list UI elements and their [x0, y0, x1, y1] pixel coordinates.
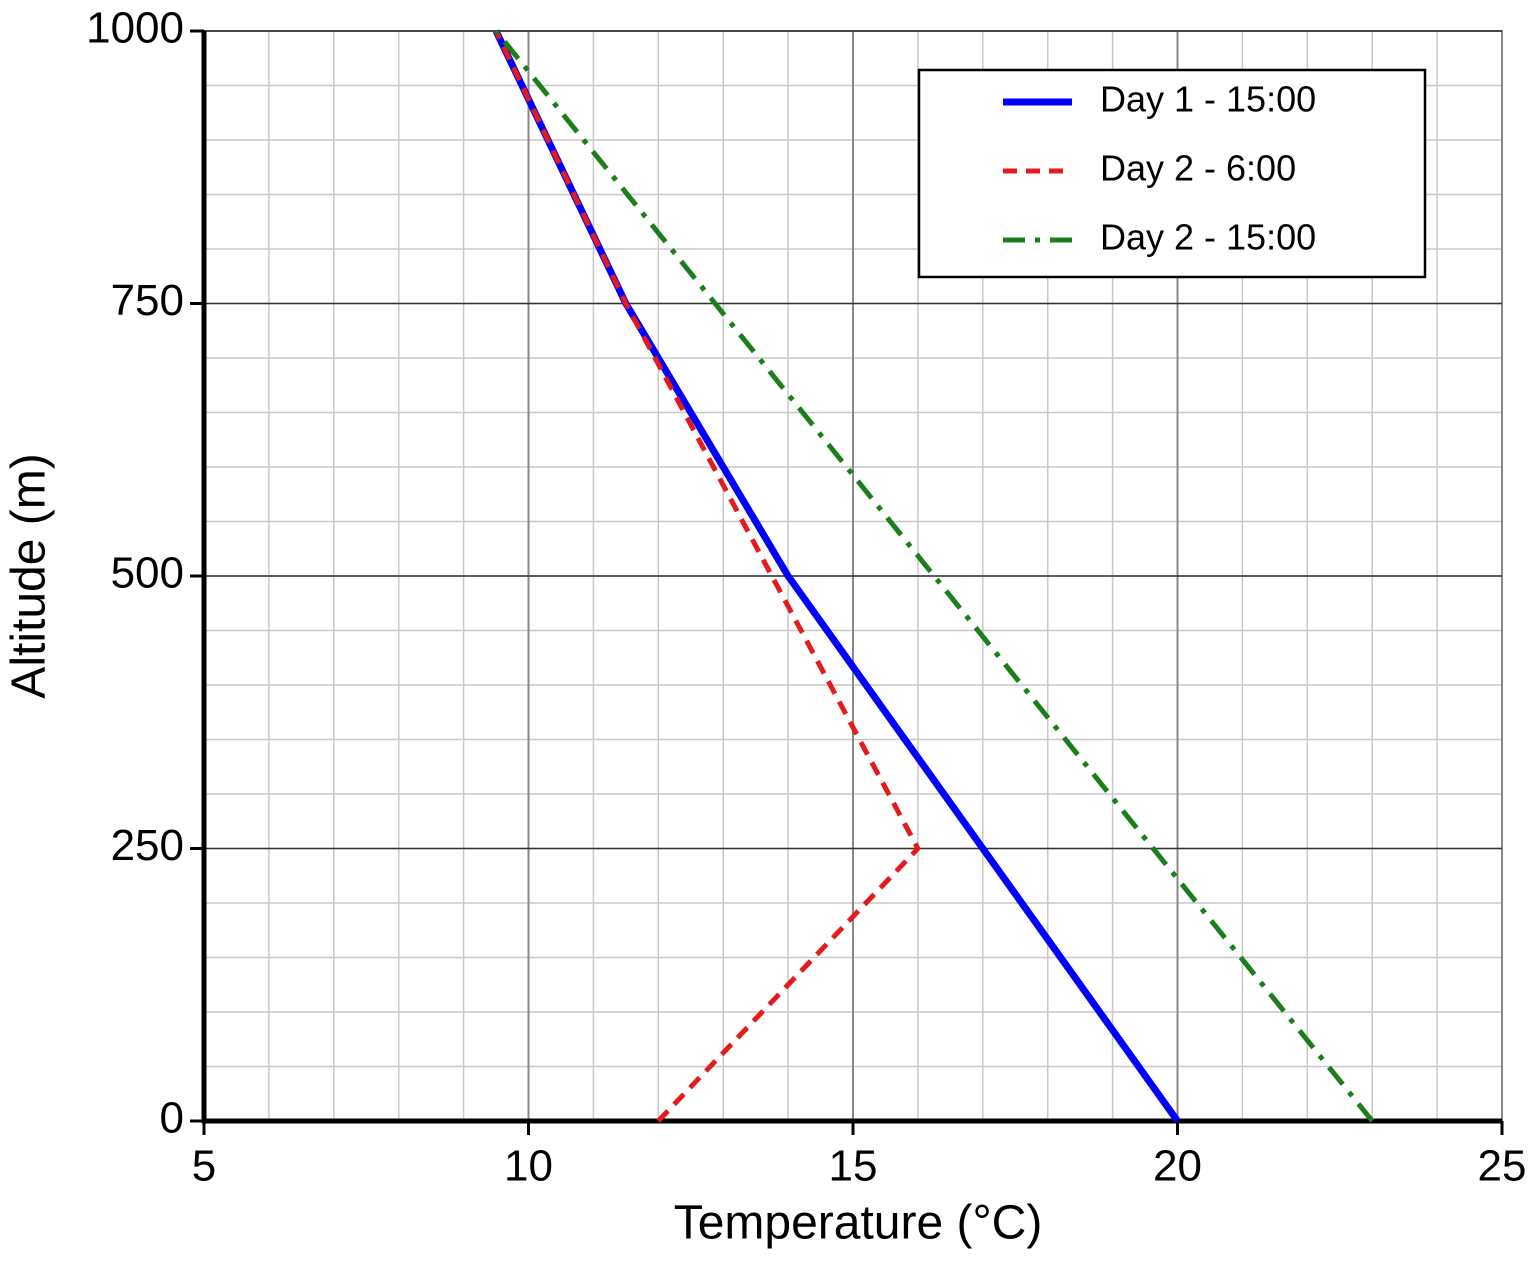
y-tick-label: 250: [111, 821, 184, 870]
y-tick-label: 1000: [86, 4, 184, 53]
x-tick-label: 15: [829, 1142, 878, 1191]
x-tick-label: 20: [1153, 1142, 1202, 1191]
x-tick-label: 25: [1478, 1142, 1527, 1191]
y-axis-label: Altitude (m): [3, 453, 56, 698]
y-tick-label: 750: [111, 276, 184, 325]
series-line: [493, 29, 921, 1123]
y-tick-label: 0: [160, 1094, 184, 1143]
legend-label: Day 2 - 15:00: [1100, 217, 1316, 258]
legend-label: Day 2 - 6:00: [1100, 148, 1296, 189]
x-tick-label: 5: [192, 1142, 216, 1191]
series-line: [492, 29, 1181, 1124]
x-tick-label: 10: [504, 1142, 553, 1191]
legend-label: Day 1 - 15:00: [1100, 79, 1316, 120]
x-axis-label: Temperature (°C): [674, 1197, 1043, 1250]
y-tick-label: 500: [111, 549, 184, 598]
